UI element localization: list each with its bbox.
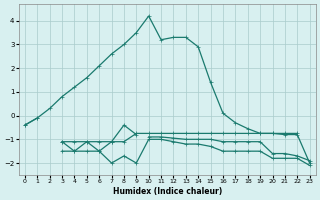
X-axis label: Humidex (Indice chaleur): Humidex (Indice chaleur) xyxy=(113,187,222,196)
